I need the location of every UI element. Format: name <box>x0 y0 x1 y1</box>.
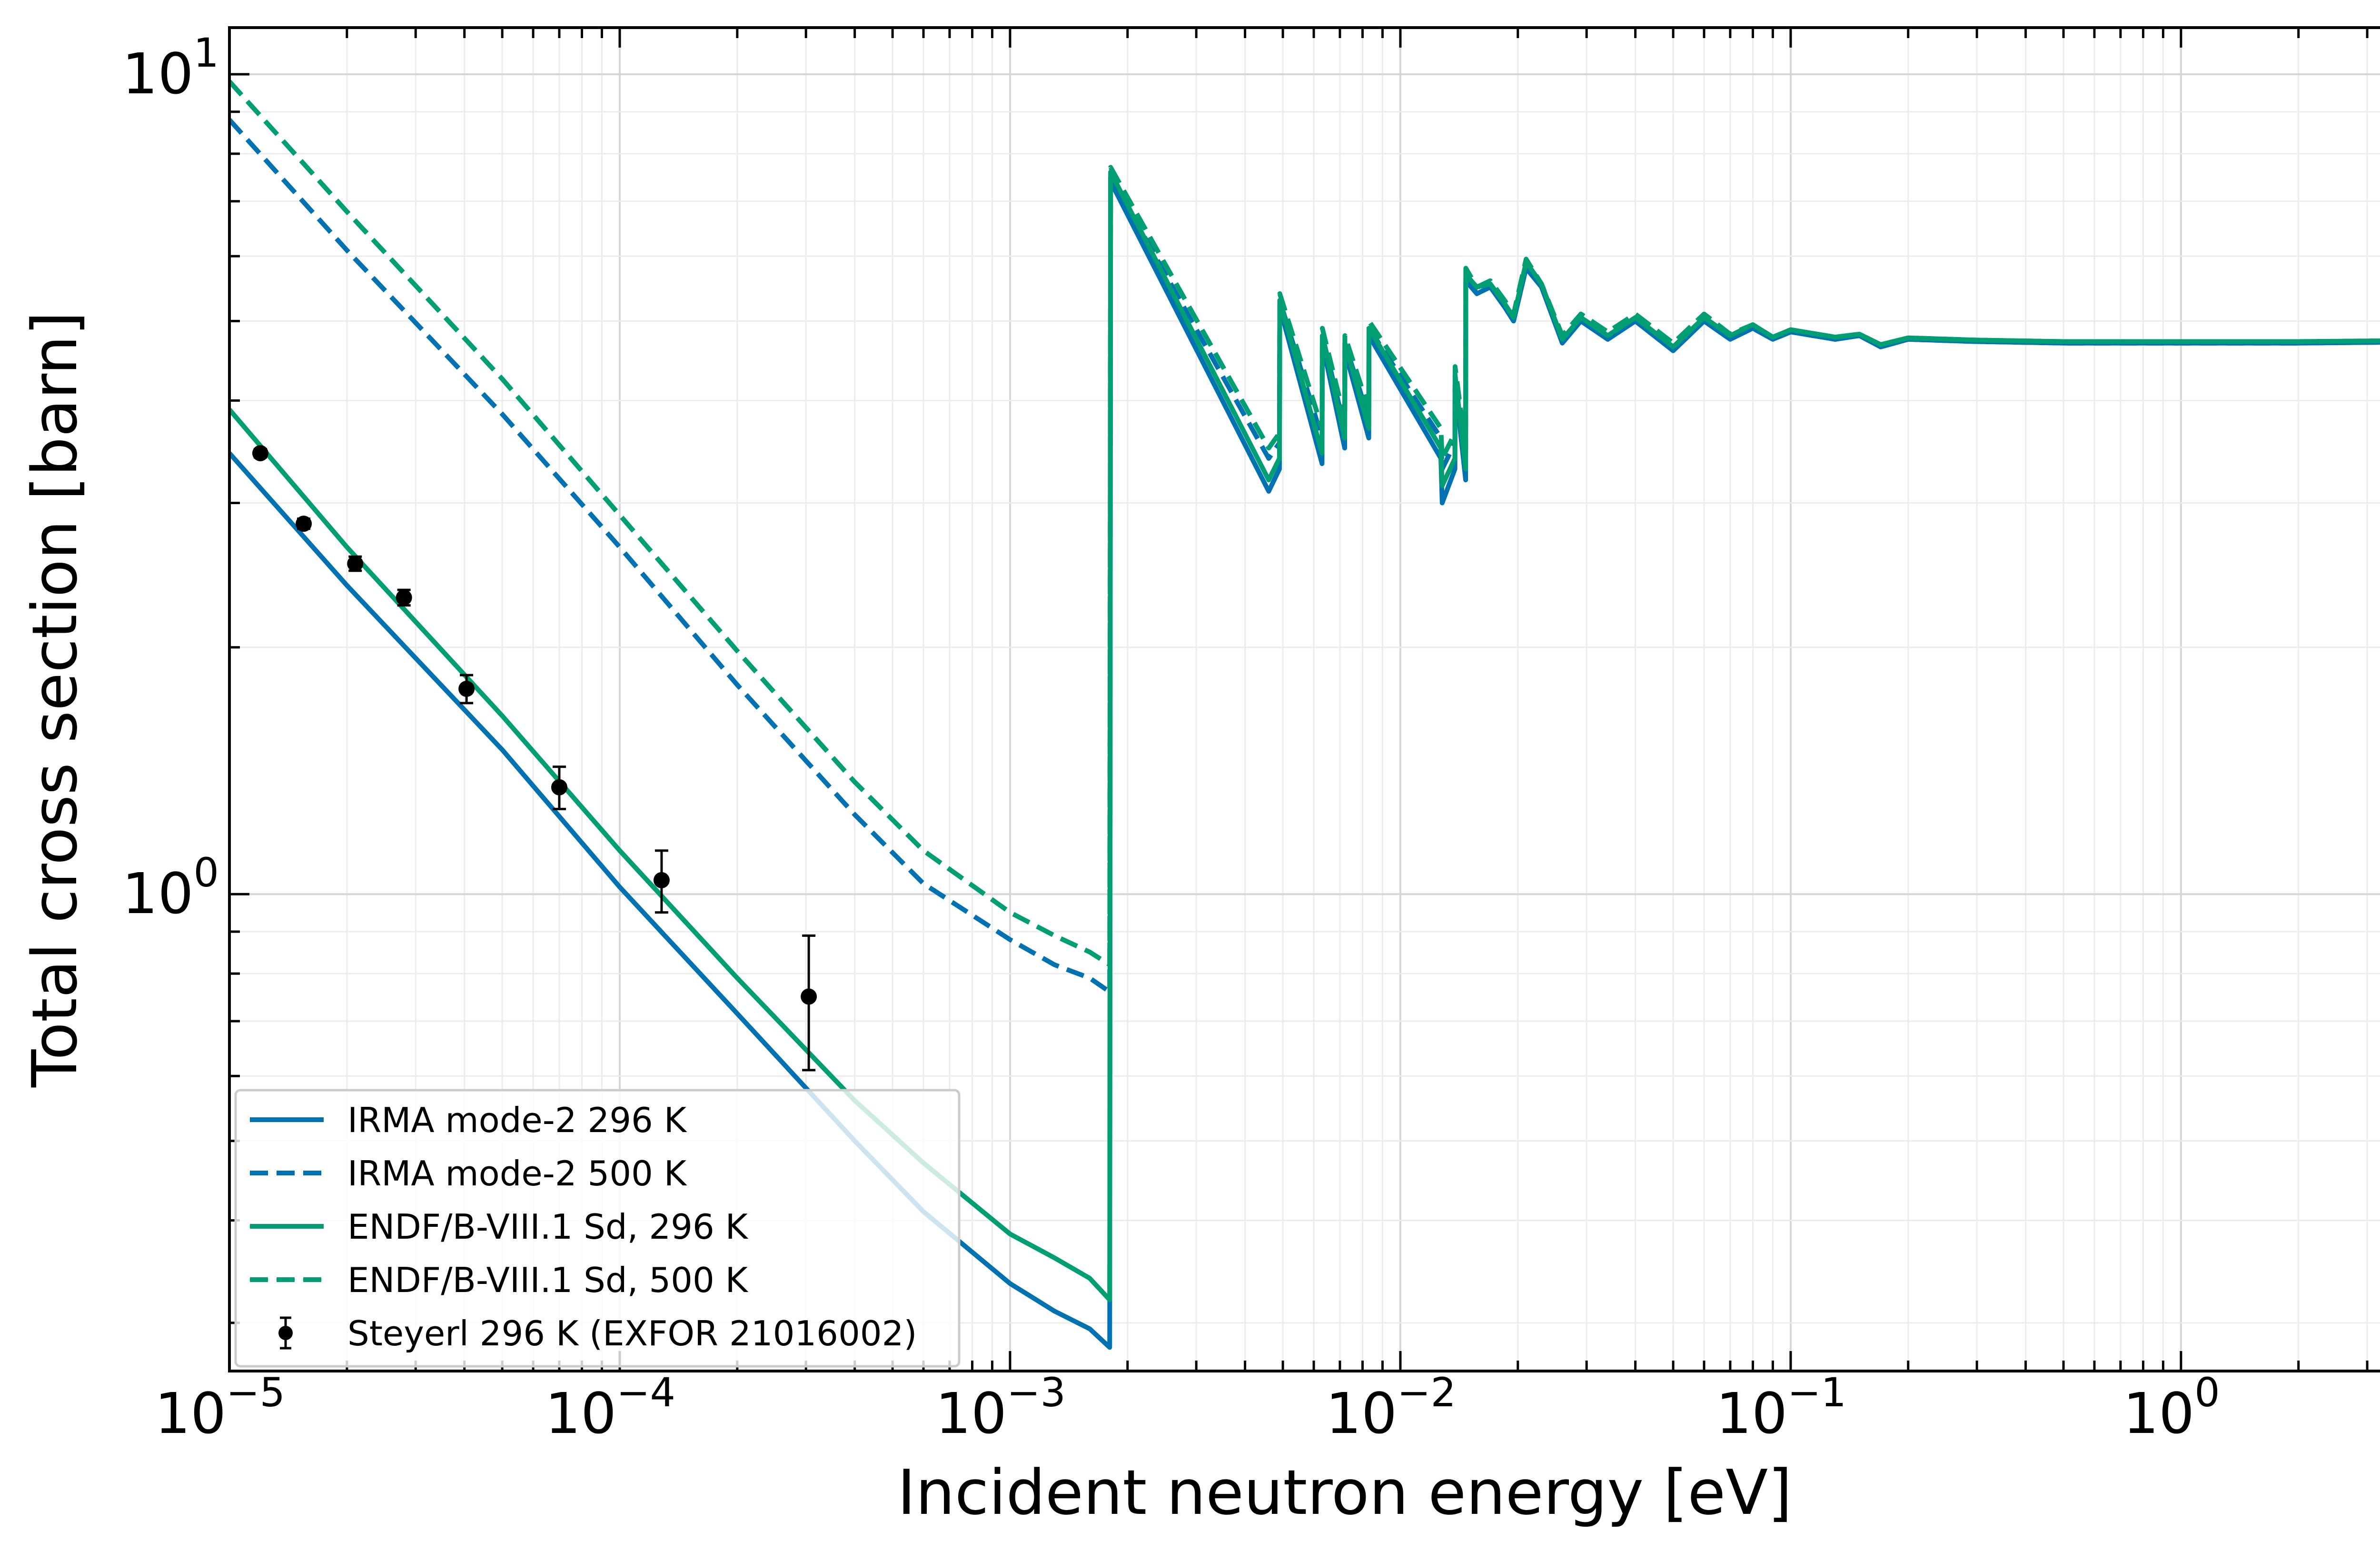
legend-box <box>234 1089 961 1368</box>
data-point <box>801 988 817 1005</box>
data-point <box>296 516 312 532</box>
legend-label: ENDF/B-VIII.1 Sd, 500 K <box>347 1260 749 1300</box>
legend-label: Steyerl 296 K (EXFOR 21016002) <box>347 1313 917 1353</box>
y-tick-label: 101 <box>122 30 219 107</box>
y-axis-label: Total cross section [barn] <box>19 311 91 1088</box>
tick-exponent: −4 <box>616 1369 675 1416</box>
tick-exponent: −2 <box>1397 1369 1456 1416</box>
series-line-3 <box>229 80 2380 967</box>
tick-base: 10 <box>122 861 193 926</box>
x-tick-label: 10−4 <box>545 1369 675 1446</box>
x-tick-label: 10−5 <box>155 1369 285 1446</box>
data-point <box>458 680 475 697</box>
tick-base: 10 <box>545 1381 616 1446</box>
tick-base: 10 <box>935 1381 1007 1446</box>
data-point <box>347 555 364 572</box>
legend-label: ENDF/B-VIII.1 Sd, 296 K <box>347 1207 749 1247</box>
tick-base: 10 <box>122 41 193 107</box>
legend: IRMA mode-2 296 K IRMA mode-2 500 K ENDF/B… <box>234 1089 961 1368</box>
x-tick-label: 10−3 <box>935 1369 1066 1446</box>
tick-exponent: −1 <box>1787 1369 1846 1416</box>
tick-exponent: 1 <box>194 30 219 76</box>
tick-exponent: −3 <box>1007 1369 1066 1416</box>
legend-marker <box>278 1326 293 1340</box>
legend-label: IRMA mode-2 296 K <box>347 1100 687 1140</box>
data-point <box>551 779 567 795</box>
legend-label: IRMA mode-2 500 K <box>347 1153 687 1193</box>
tick-exponent: −5 <box>226 1369 285 1416</box>
plot-frame <box>228 26 2380 1372</box>
series-layer <box>229 80 2380 1350</box>
tick-base: 10 <box>155 1381 226 1446</box>
tick-base: 10 <box>2123 1381 2194 1446</box>
x-tick-label: 10−1 <box>1716 1369 1846 1446</box>
x-tick-label: 100 <box>2123 1369 2220 1446</box>
tick-base: 10 <box>1326 1381 1397 1446</box>
data-point <box>396 589 412 606</box>
data-point <box>252 445 268 461</box>
x-tick-label: 10−2 <box>1326 1369 1456 1446</box>
tick-base: 10 <box>1716 1381 1787 1446</box>
y-tick-label: 100 <box>122 849 219 926</box>
tick-exponent: 0 <box>2194 1369 2220 1416</box>
x-axis-label: Incident neutron energy [eV] <box>897 1456 1792 1529</box>
tick-exponent: 0 <box>194 849 219 896</box>
data-point <box>653 872 670 888</box>
